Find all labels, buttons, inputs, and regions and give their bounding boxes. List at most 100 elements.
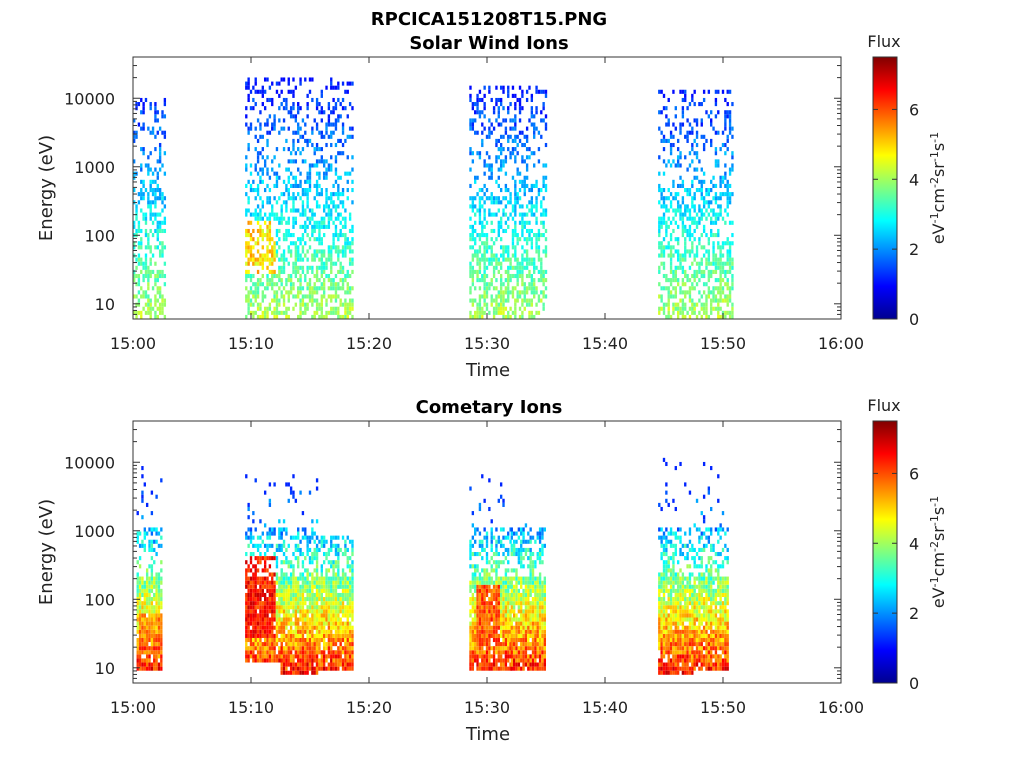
heatmap-cell <box>266 654 269 659</box>
heatmap-cell <box>351 302 354 307</box>
heatmap-cell <box>511 233 515 238</box>
heatmap-cell <box>150 605 154 610</box>
heatmap-cell <box>268 482 272 487</box>
heatmap-cell <box>153 527 156 532</box>
heatmap-cell <box>691 200 694 205</box>
heatmap-cell <box>148 646 151 651</box>
heatmap-cell <box>287 179 290 184</box>
heatmap-cell <box>266 77 269 82</box>
heatmap-cell <box>495 257 498 262</box>
heatmap-cell <box>518 273 522 279</box>
heatmap-cell <box>481 597 484 602</box>
heatmap-cell <box>330 633 333 638</box>
heatmap-cell <box>330 265 333 270</box>
heatmap-cell <box>348 102 352 107</box>
heatmap-cell <box>136 560 139 565</box>
heatmap-cell <box>474 102 477 107</box>
heatmap-cell <box>297 535 300 540</box>
heatmap-cell <box>247 208 250 213</box>
heatmap-cell <box>492 196 496 201</box>
heatmap-cell <box>266 249 269 254</box>
heatmap-cell <box>247 658 250 663</box>
heatmap-cell <box>485 605 489 610</box>
heatmap-cell <box>263 306 267 311</box>
heatmap-cell <box>476 642 479 647</box>
heatmap-cell <box>504 290 508 295</box>
heatmap-cell <box>728 286 732 291</box>
heatmap-cell <box>306 200 309 205</box>
heatmap-cell <box>478 617 482 622</box>
heatmap-cell <box>315 192 319 197</box>
heatmap-cell <box>662 134 666 139</box>
heatmap-cell <box>337 85 340 90</box>
heatmap-cell <box>344 662 347 667</box>
heatmap-cell <box>263 556 267 561</box>
heatmap-cell <box>268 306 272 311</box>
heatmap-cell <box>273 118 276 123</box>
heatmap-cell <box>294 159 298 164</box>
heatmap-cell <box>289 621 293 626</box>
heatmap-cell <box>249 588 253 593</box>
heatmap-cell <box>254 609 257 614</box>
heatmap-cell <box>533 286 536 291</box>
heatmap-cell <box>674 273 677 279</box>
heatmap-cell <box>497 224 500 229</box>
heatmap-cell <box>544 253 548 258</box>
heatmap-cell <box>308 89 312 94</box>
heatmap-cell <box>476 278 479 283</box>
heatmap-cell <box>485 543 489 548</box>
heatmap-cell <box>658 253 661 258</box>
heatmap-cell <box>261 89 264 94</box>
heatmap-cell <box>245 85 248 90</box>
heatmap-cell <box>341 233 345 238</box>
heatmap-cell <box>294 654 298 659</box>
heatmap-cell <box>259 637 262 643</box>
heatmap-cell <box>313 650 316 655</box>
heatmap-cell <box>495 142 498 148</box>
heatmap-cell <box>507 278 510 283</box>
heatmap-cell <box>247 654 250 659</box>
heatmap-cell <box>271 621 274 626</box>
heatmap-cell <box>485 265 489 270</box>
heatmap-cell <box>256 601 260 606</box>
heatmap-cell <box>516 233 519 238</box>
heatmap-cell <box>667 216 670 221</box>
heatmap-cell <box>341 97 345 103</box>
heatmap-cell <box>544 188 548 193</box>
heatmap-cell <box>138 617 142 622</box>
heatmap-cell <box>311 552 314 557</box>
heatmap-cell <box>490 97 493 103</box>
heatmap-cell <box>282 106 286 111</box>
heatmap-cell <box>511 216 515 221</box>
heatmap-cell <box>476 609 479 614</box>
heatmap-cell <box>245 629 248 634</box>
heatmap-cell <box>247 294 250 299</box>
heatmap-cell <box>471 592 475 598</box>
heatmap-cell <box>275 81 279 86</box>
heatmap-cell <box>712 261 715 266</box>
heatmap-cell <box>478 580 482 585</box>
heatmap-cell <box>351 261 354 266</box>
heatmap-cell <box>282 233 286 238</box>
heatmap-cell <box>259 110 262 115</box>
heatmap-cell <box>665 224 668 229</box>
heatmap-cell <box>528 298 531 303</box>
heatmap-cell <box>285 237 288 242</box>
heatmap-cell <box>273 273 276 279</box>
heatmap-cell <box>292 106 295 111</box>
heatmap-cell <box>658 282 661 287</box>
heatmap-cell <box>511 126 515 131</box>
heatmap-cell <box>346 134 349 139</box>
heatmap-cell <box>688 216 692 221</box>
heatmap-cell <box>688 249 692 254</box>
heatmap-cell <box>158 290 162 295</box>
heatmap-cell <box>297 106 300 111</box>
heatmap-cell <box>252 245 255 250</box>
heatmap-cell <box>156 159 159 164</box>
heatmap-cell <box>504 298 508 303</box>
heatmap-cell <box>149 208 152 213</box>
heatmap-cell <box>544 269 548 274</box>
heatmap-cell <box>705 110 708 115</box>
heatmap-cell <box>144 97 148 103</box>
